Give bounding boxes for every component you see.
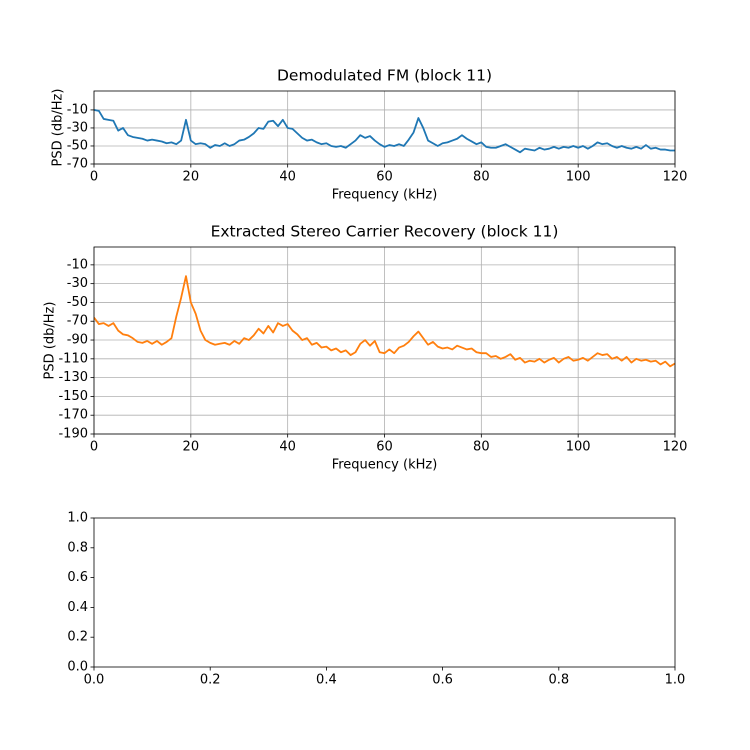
x-tick-label: 60 <box>376 170 393 185</box>
x-tick-label: 40 <box>279 170 296 185</box>
y-tick-label: -130 <box>58 370 88 385</box>
data-line <box>94 109 675 154</box>
x-axis-label: Frequency (kHz) <box>332 188 438 203</box>
subplot: 0.0 0.2 0.4 0.6 0.8 1.0 0.0 0.2 0.4 0.6 0.8 1.0 <box>67 511 685 688</box>
axes-frame <box>93 246 676 435</box>
y-tick-label: -30 <box>67 276 88 291</box>
y-tick-label: -110 <box>58 351 88 366</box>
x-tick-label: 120 <box>663 440 688 455</box>
x-tick-label: 120 <box>663 170 688 185</box>
x-tick-label: 100 <box>566 170 591 185</box>
y-tick-label: 0.4 <box>67 600 88 615</box>
x-tick-label: 100 <box>566 440 591 455</box>
y-tick-label: 1.0 <box>67 511 88 526</box>
x-tick-label: 0.0 <box>84 673 105 688</box>
y-tick-label: 0.0 <box>67 660 88 675</box>
x-tick-label: 0.6 <box>432 673 453 688</box>
x-tick-label: 0 <box>90 170 98 185</box>
y-tick-label: 0.8 <box>67 540 88 555</box>
y-tick-label: 0.6 <box>67 570 88 585</box>
axes-frame <box>93 90 676 165</box>
x-tick-label: 80 <box>473 170 490 185</box>
x-axis-label: Frequency (kHz) <box>332 458 438 473</box>
x-tick-label: 20 <box>183 170 200 185</box>
y-tick-label: -150 <box>58 389 88 404</box>
subplot: 0 20 40 60 80 100 120 -70 -50 -30 -10 Demodulated F… <box>51 67 688 203</box>
x-tick-label: 0.4 <box>316 673 337 688</box>
plot-area <box>94 109 675 154</box>
y-tick-label: -90 <box>67 333 88 348</box>
subplot: 0 20 40 60 80 100 120 -190 -170 -150 -130 -110 -90 -7… <box>43 223 688 473</box>
y-axis-label: PSD (db/Hz) <box>43 302 58 380</box>
chart-title: Extracted Stereo Carrier Recovery (block… <box>211 223 559 241</box>
y-tick-label: -50 <box>67 295 88 310</box>
x-tick-label: 1.0 <box>665 673 686 688</box>
chart-title: Demodulated FM (block 11) <box>277 67 492 85</box>
x-tick-label: 60 <box>376 440 393 455</box>
y-tick-label: -170 <box>58 408 88 423</box>
y-tick-label: -10 <box>67 257 88 272</box>
x-tick-label: 80 <box>473 440 490 455</box>
axes-frame <box>93 517 676 668</box>
y-tick-label: -50 <box>67 138 88 153</box>
x-tick-label: 20 <box>183 440 200 455</box>
y-tick-label: -10 <box>67 102 88 117</box>
x-tick-label: 0.8 <box>548 673 569 688</box>
y-tick-label: -70 <box>67 157 88 172</box>
y-tick-label: -190 <box>58 427 88 442</box>
y-tick-label: 0.2 <box>67 630 88 645</box>
data-line <box>94 275 675 368</box>
x-tick-label: 40 <box>279 440 296 455</box>
x-tick-label: 0.2 <box>200 673 221 688</box>
plot-area <box>94 275 675 368</box>
y-tick-label: -30 <box>67 120 88 135</box>
x-tick-label: 0 <box>90 440 98 455</box>
y-axis-label: PSD (db/Hz) <box>51 89 66 167</box>
y-tick-label: -70 <box>67 314 88 329</box>
